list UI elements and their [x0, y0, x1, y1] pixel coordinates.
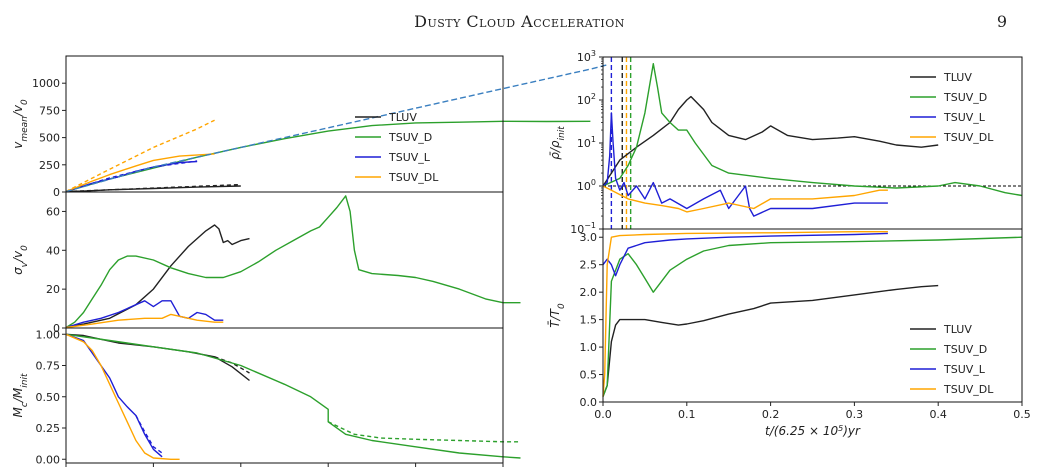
series-line-mass-tluv-0 — [65, 333, 250, 382]
x-tick-label: 0.4 — [929, 408, 947, 421]
y-tick-label: 101 — [577, 135, 596, 150]
series-group-mass — [65, 333, 521, 460]
x-tick-label: 0.5 — [1013, 408, 1031, 421]
series-line-sigma-tsuv-l-2 — [65, 300, 224, 329]
series-line-temperature-tsuv-d-1 — [602, 236, 1023, 397]
series-group-density — [602, 63, 1023, 217]
series-line-mass-tsuv-d-3 — [327, 421, 521, 443]
y-tick-label: 1.5 — [580, 314, 598, 327]
y-tick-label: 102 — [577, 92, 596, 107]
series-line-vmean-tsuv-dl-5 — [65, 153, 215, 193]
series-line-vmean-tsuv-l-3 — [65, 160, 198, 193]
page-header-title: Dusty Cloud Acceleration — [414, 12, 625, 31]
series-group-temperature — [602, 230, 1023, 397]
series-line-density-tsuv-l-2 — [602, 112, 888, 217]
y-tick-label: 3.0 — [580, 231, 598, 244]
y-tick-label: 750 — [39, 104, 60, 117]
legend-label: TSUV_D — [943, 91, 987, 104]
axes-frame-mass — [65, 327, 504, 464]
y-tick-label: 40 — [46, 244, 60, 257]
legend-label: TSUV_DL — [943, 131, 994, 144]
series-line-sigma-tsuv-dl-3 — [65, 313, 224, 329]
y-axis-label-mass: Mc/Minit — [11, 373, 30, 417]
y-tick-label: 1.00 — [36, 328, 61, 341]
y-tick-label: 2.5 — [580, 259, 598, 272]
legend-label: TSUV_L — [943, 363, 986, 376]
legend-label: TLUV — [943, 71, 972, 84]
page-number: 9 — [996, 12, 1007, 31]
y-tick-label: 20 — [46, 283, 60, 296]
y-tick-label: 0 — [53, 186, 60, 199]
series-line-vmean-tsuv-d-7 — [65, 64, 609, 193]
series-line-vmean-tsuv-d-2 — [65, 120, 591, 193]
y-tick-label: 100 — [577, 178, 596, 193]
y-tick-label: 1.0 — [580, 341, 598, 354]
y-tick-label: 250 — [39, 159, 60, 172]
legend-label: TSUV_L — [943, 111, 986, 124]
legend-density: TLUV TSUV_D TSUV_L TSUV_DL — [910, 71, 994, 144]
y-tick-label: 2.0 — [580, 286, 598, 299]
axes-frame-temperature — [602, 228, 1023, 403]
series-group-sigma — [65, 195, 521, 329]
series-line-mass-tsuv-l-4 — [65, 333, 163, 458]
series-line-mass-tsuv-d-2 — [65, 333, 521, 459]
y-tick-label: 0.25 — [36, 422, 61, 435]
y-tick-label: 0 — [53, 322, 60, 335]
x-tick-label: 0.1 — [678, 408, 696, 421]
y-axis-label-sigma: σv/v0 — [11, 245, 30, 275]
series-line-density-tluv-0 — [602, 95, 939, 187]
x-tick-label: 0.0 — [594, 408, 612, 421]
y-axis-label-temperature: T̄/T0 — [548, 303, 567, 328]
series-line-temperature-tluv-0 — [602, 284, 939, 397]
series-line-vmean-tluv-1 — [65, 183, 241, 193]
series-line-sigma-tsuv-d-1 — [65, 195, 521, 329]
y-axis-label-vmean: vmean/v0 — [11, 99, 30, 149]
series-line-temperature-tsuv-dl-3 — [602, 230, 888, 397]
y-tick-label: 0.00 — [36, 453, 61, 466]
y-tick-label: 1000 — [32, 77, 60, 90]
legend-label: TSUV_DL — [388, 171, 439, 184]
series-line-mass-tsuv-dl-6 — [65, 333, 180, 460]
series-group-vmean — [65, 64, 609, 193]
y-tick-label: 0.75 — [36, 360, 61, 373]
legend-label: TLUV — [388, 111, 417, 124]
legend-temperature: TLUV TSUV_D TSUV_L TSUV_DL — [910, 323, 994, 396]
y-tick-label: 0.0 — [580, 396, 598, 409]
series-line-temperature-tsuv-l-2 — [602, 232, 888, 277]
y-tick-label: 500 — [39, 132, 60, 145]
y-axis-label-density: ρ̄/ρinit — [548, 126, 567, 160]
series-line-sigma-tluv-0 — [65, 224, 250, 329]
series-line-density-tsuv-dl-3 — [602, 185, 888, 213]
series-line-density-tsuv-d-1 — [602, 63, 1023, 197]
y-tick-label: 10−1 — [570, 221, 596, 236]
series-line-mass-tsuv-l-5 — [135, 415, 163, 454]
y-tick-label: 60 — [46, 205, 60, 218]
legend-vmean: TLUV TSUV_D TSUV_L TSUV_DL — [355, 111, 439, 184]
series-line-mass-tluv-1 — [214, 356, 250, 374]
legend-label: TSUV_L — [388, 151, 431, 164]
y-tick-label: 0.5 — [580, 369, 598, 382]
y-tick-label: 0.50 — [36, 391, 61, 404]
series-line-vmean-tsuv-l-4 — [65, 160, 198, 193]
y-tick-label: 103 — [577, 49, 596, 64]
legend-label: TLUV — [943, 323, 972, 336]
legend-label: TSUV_DL — [943, 383, 994, 396]
x-tick-label: 0.3 — [846, 408, 864, 421]
legend-label: TSUV_D — [388, 131, 432, 144]
legend-label: TSUV_D — [943, 343, 987, 356]
x-tick-label: 0.2 — [762, 408, 780, 421]
x-axis-label: t/(6.25 × 105)yr — [765, 424, 861, 439]
